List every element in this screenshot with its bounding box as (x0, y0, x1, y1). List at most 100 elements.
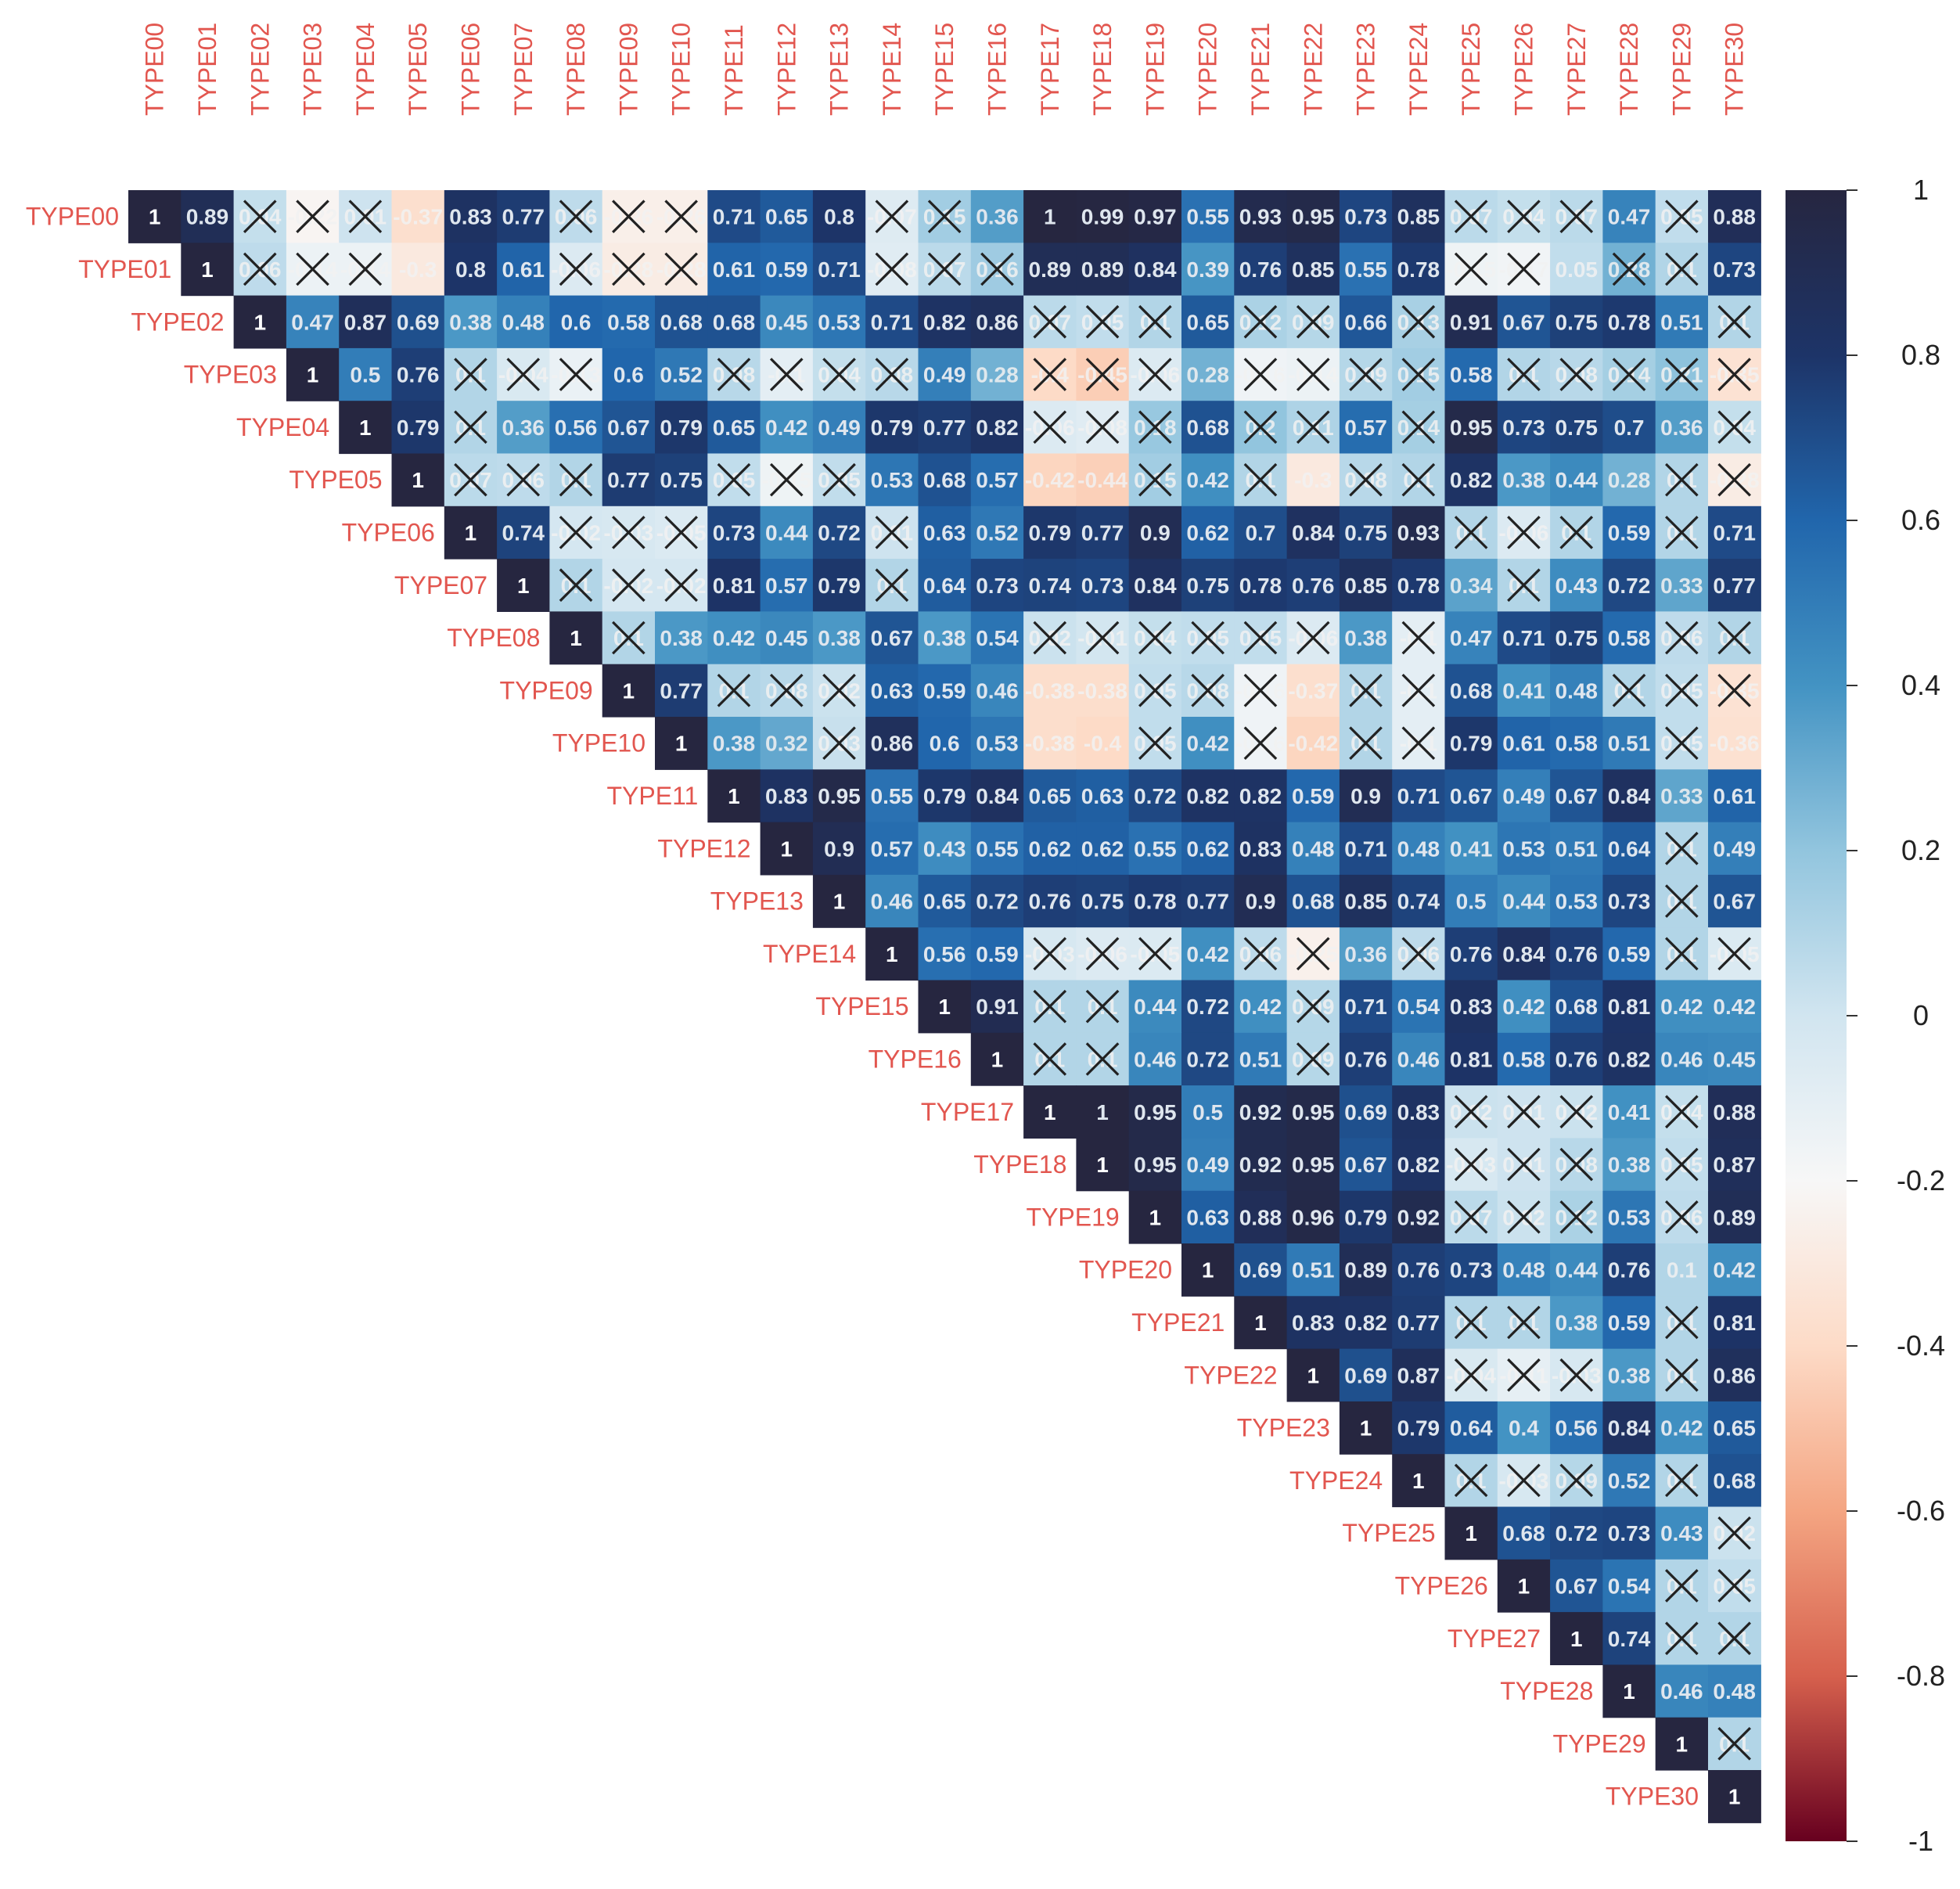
heatmap-cell-TYPE13-TYPE20 (1181, 874, 1235, 928)
heatmap-cell-TYPE01-TYPE21 (1234, 243, 1288, 297)
cell-value-TYPE23-TYPE30: 0.65 (1713, 1416, 1756, 1441)
heatmap-cell-TYPE01-TYPE24 (1392, 243, 1446, 297)
not-significant-mark (1033, 937, 1067, 971)
not-significant-mark (1665, 1463, 1699, 1498)
not-significant-mark (1665, 1621, 1699, 1656)
cell-value-TYPE08-TYPE11: 0.42 (713, 626, 756, 650)
not-significant-mark (243, 200, 277, 233)
heatmap-cell-TYPE12-TYPE14 (865, 822, 919, 876)
heatmap-cell-TYPE01-TYPE12 (760, 243, 814, 297)
cell-value-TYPE02-TYPE03: 0.47 (291, 310, 334, 334)
cell-value-TYPE13-TYPE22: 0.68 (1292, 890, 1335, 914)
cell-value-TYPE02-TYPE16: 0.86 (976, 310, 1019, 334)
heatmap-cell-TYPE07-TYPE29 (1655, 559, 1709, 612)
cell-value-TYPE12-TYPE20: 0.62 (1186, 837, 1229, 861)
cell-value-TYPE12-TYPE27: 0.51 (1555, 837, 1599, 861)
heatmap-cell-TYPE11-TYPE11 (707, 769, 761, 823)
cell-value-TYPE13-TYPE25: 0.5 (1456, 890, 1487, 914)
cell-value-TYPE00-TYPE05: -0.37 (393, 205, 443, 229)
heatmap-cell-TYPE04-TYPE04 (339, 401, 393, 455)
heatmap-cell-TYPE05-TYPE20 (1181, 453, 1235, 507)
cell-value-TYPE04-TYPE27: 0.75 (1555, 416, 1599, 440)
cell-value-TYPE11-TYPE12: 0.83 (765, 784, 808, 808)
heatmap-cell-TYPE10-TYPE20 (1181, 717, 1235, 770)
cell-value-TYPE26-TYPE28: 0.54 (1608, 1574, 1651, 1598)
cell-value-TYPE07-TYPE21: 0.78 (1239, 574, 1282, 598)
heatmap-cell-TYPE18-TYPE22 (1286, 1138, 1340, 1192)
cell-value-TYPE02-TYPE12: 0.45 (765, 310, 808, 334)
cell-value-TYPE13-TYPE15: 0.65 (923, 890, 966, 914)
cell-value-TYPE02-TYPE15: 0.82 (923, 310, 966, 334)
not-significant-mark (927, 200, 962, 233)
not-significant-mark (1454, 1463, 1488, 1498)
column-label: TYPE24 (1404, 23, 1433, 116)
heatmap-cell-TYPE05-TYPE25 (1444, 453, 1498, 507)
heatmap-cell-TYPE00-TYPE30 (1708, 190, 1761, 243)
column-label: TYPE25 (1457, 23, 1485, 116)
cell-value-TYPE07-TYPE15: 0.64 (923, 574, 966, 598)
not-significant-mark (875, 252, 909, 286)
heatmap-cell-TYPE15-TYPE19 (1128, 980, 1182, 1034)
not-significant-mark (1191, 674, 1225, 707)
not-significant-mark (506, 462, 541, 497)
cell-value-TYPE12-TYPE19: 0.55 (1134, 837, 1177, 861)
not-significant-mark (1507, 358, 1541, 391)
not-significant-mark (559, 462, 593, 497)
not-significant-mark (1085, 304, 1120, 339)
heatmap-cell-TYPE07-TYPE21 (1234, 559, 1288, 612)
not-significant-mark (1349, 726, 1383, 760)
heatmap-cell-TYPE03-TYPE04 (339, 347, 393, 401)
cell-value-TYPE23-TYPE25: 0.64 (1450, 1416, 1493, 1441)
cell-value-TYPE03-TYPE25: 0.58 (1450, 363, 1493, 387)
cell-value-TYPE20-TYPE24: 0.76 (1397, 1258, 1440, 1283)
row-label: TYPE20 (1079, 1256, 1172, 1284)
heatmap-cell-TYPE17-TYPE19 (1128, 1085, 1182, 1139)
cell-value-TYPE00-TYPE16: 0.36 (976, 205, 1019, 229)
heatmap-cell-TYPE02-TYPE07 (497, 295, 550, 349)
heatmap-cell-TYPE06-TYPE19 (1128, 506, 1182, 560)
row-label: TYPE15 (815, 992, 908, 1020)
cell-value-TYPE03-TYPE10: 0.52 (660, 363, 703, 387)
cell-value-TYPE20-TYPE21: 0.69 (1239, 1258, 1282, 1283)
cell-value-TYPE02-TYPE13: 0.53 (818, 310, 861, 334)
cell-value-TYPE07-TYPE19: 0.84 (1134, 574, 1177, 598)
cell-value-TYPE12-TYPE25: 0.41 (1450, 837, 1493, 861)
cell-value-TYPE06-TYPE30: 0.71 (1713, 520, 1756, 545)
cell-value-TYPE07-TYPE22: 0.76 (1292, 574, 1335, 598)
heatmap-cell-TYPE15-TYPE21 (1234, 980, 1288, 1034)
row-label: TYPE19 (1027, 1203, 1120, 1231)
not-significant-mark (1085, 621, 1120, 655)
heatmap-cell-TYPE12-TYPE28 (1602, 822, 1656, 876)
cell-value-TYPE05-TYPE05: 1 (412, 468, 424, 492)
not-significant-mark (1191, 621, 1225, 655)
not-significant-mark (1454, 200, 1488, 233)
cell-value-TYPE01-TYPE17: 0.89 (1029, 257, 1072, 282)
not-significant-mark (1559, 1147, 1594, 1182)
cell-value-TYPE02-TYPE29: 0.51 (1660, 310, 1703, 334)
cell-value-TYPE15-TYPE25: 0.83 (1450, 995, 1493, 1019)
cell-value-TYPE12-TYPE16: 0.55 (976, 837, 1019, 861)
heatmap-cell-TYPE25-TYPE25 (1444, 1506, 1498, 1560)
heatmap-cell-TYPE11-TYPE30 (1708, 769, 1761, 823)
cell-value-TYPE04-TYPE09: 0.67 (607, 416, 650, 440)
heatmap-cell-TYPE21-TYPE24 (1392, 1296, 1446, 1350)
heatmap-cell-TYPE20-TYPE28 (1602, 1243, 1656, 1297)
cell-value-TYPE17-TYPE20: 0.5 (1192, 1100, 1223, 1124)
heatmap-cell-TYPE11-TYPE15 (918, 769, 972, 823)
cell-value-TYPE07-TYPE12: 0.57 (765, 574, 808, 598)
cell-value-TYPE07-TYPE25: 0.34 (1450, 574, 1493, 598)
heatmap-cell-TYPE02-TYPE11 (707, 295, 761, 349)
cell-value-TYPE05-TYPE17: -0.42 (1025, 468, 1075, 492)
cell-value-TYPE23-TYPE26: 0.4 (1509, 1416, 1539, 1441)
heatmap-cell-TYPE01-TYPE06 (444, 243, 498, 297)
row-label: TYPE14 (763, 940, 856, 968)
not-significant-mark (1559, 200, 1594, 233)
not-significant-mark (1085, 989, 1120, 1024)
heatmap-cell-TYPE05-TYPE18 (1076, 453, 1130, 507)
heatmap-cell-TYPE30-TYPE30 (1708, 1770, 1761, 1823)
not-significant-mark (1243, 674, 1278, 707)
column-label: TYPE18 (1088, 23, 1117, 116)
heatmap-cell-TYPE17-TYPE28 (1602, 1085, 1656, 1139)
heatmap-cell-TYPE12-TYPE18 (1076, 822, 1130, 876)
